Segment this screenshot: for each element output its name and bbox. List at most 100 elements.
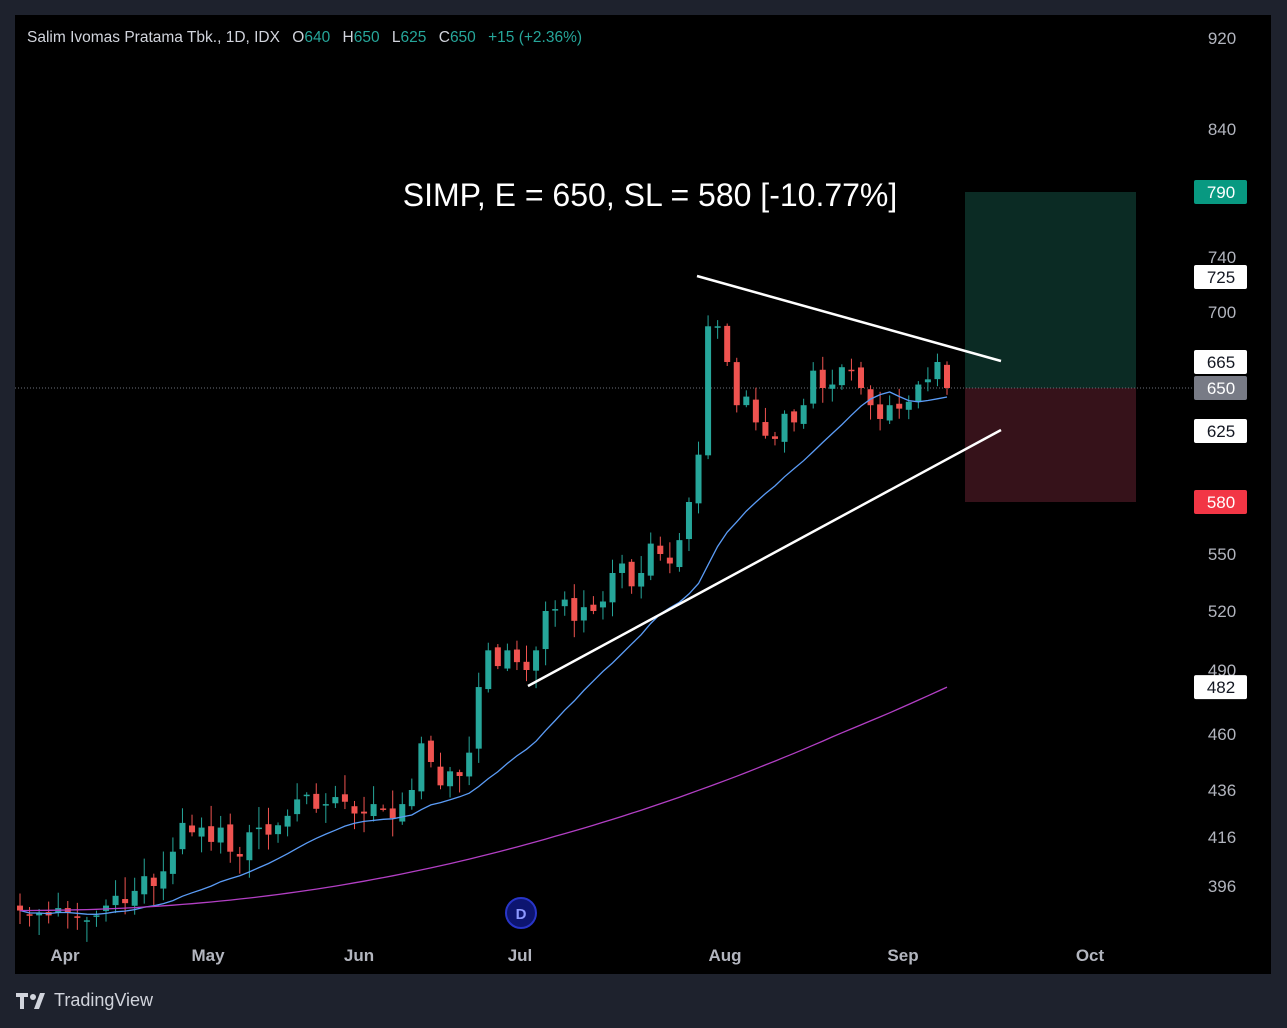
candle-body — [810, 370, 817, 404]
candle-body — [408, 790, 415, 807]
candle-body — [370, 804, 377, 817]
candle-body — [857, 367, 864, 388]
candle-body — [74, 916, 81, 918]
candle-body — [743, 396, 750, 406]
candle-body — [466, 752, 473, 777]
candle-body — [217, 827, 224, 843]
y-tick-label: 550 — [1208, 545, 1236, 564]
candle-body — [456, 772, 463, 776]
candle-body — [533, 650, 540, 671]
candle-body — [198, 827, 205, 837]
candle-body — [934, 362, 941, 380]
trendline-upper[interactable] — [696, 274, 1002, 363]
candle-body — [179, 822, 186, 850]
candle-body — [131, 890, 138, 906]
brand-name: TradingView — [54, 990, 154, 1010]
candle-body — [265, 824, 272, 835]
candle-body — [437, 766, 444, 786]
candle-body — [255, 827, 262, 830]
candle-body — [418, 743, 425, 792]
candle-body — [609, 573, 616, 603]
candle-body — [877, 404, 884, 419]
candle-body — [112, 895, 119, 906]
candle-body — [427, 740, 434, 762]
candle-body — [599, 601, 606, 608]
candle-body — [944, 364, 950, 388]
y-badge — [1194, 265, 1247, 289]
candle-body — [685, 502, 692, 540]
y-badge-label: 790 — [1207, 183, 1235, 202]
chart-frame[interactable]: SIMP, E = 650, SL = 580 [-10.77%] D 920 840… — [15, 15, 1271, 974]
candle-body — [303, 794, 310, 797]
candle-body — [36, 912, 43, 916]
candle-body — [829, 384, 836, 389]
candle-body — [924, 379, 931, 383]
x-tick-label: Sep — [887, 946, 918, 965]
candle-body — [399, 804, 406, 822]
symbol-legend: Salim Ivomas Pratama Tbk., 1D, IDX O640 … — [27, 29, 582, 47]
close-value: 650 — [449, 29, 476, 46]
candle-body — [284, 815, 291, 827]
candle-body — [513, 649, 520, 663]
open-label: O — [292, 29, 305, 46]
y-badge — [1194, 419, 1247, 443]
candle-body — [848, 369, 855, 372]
candle-body — [733, 362, 740, 406]
x-tick-label: Jun — [344, 946, 374, 965]
candle-body — [905, 401, 912, 410]
candle-body — [657, 545, 664, 554]
candle-body — [485, 650, 492, 690]
y-badge — [1194, 490, 1247, 514]
y-badge-label: 725 — [1207, 268, 1235, 287]
candle-body — [580, 607, 587, 621]
trendline-lower[interactable] — [527, 428, 1002, 688]
y-tick-label: 436 — [1208, 781, 1236, 800]
candle-body — [17, 905, 23, 911]
high-label: H — [342, 29, 354, 46]
candle-body — [695, 454, 702, 504]
candle-body — [523, 661, 530, 670]
stop-loss-zone — [965, 388, 1136, 502]
tradingview-brand[interactable]: TradingView — [16, 990, 153, 1011]
candle-body — [361, 811, 368, 814]
x-tick-label: Apr — [50, 946, 80, 965]
candle-body — [619, 563, 626, 573]
symbol-title: Salim Ivomas Pratama Tbk., 1D, IDX — [27, 29, 280, 46]
candle-body — [705, 326, 712, 456]
candle-body — [561, 599, 568, 607]
candle-body — [275, 825, 282, 835]
dividend-marker[interactable] — [505, 897, 537, 929]
price-chart[interactable]: SIMP, E = 650, SL = 580 [-10.77%] D 920 840… — [15, 15, 1271, 974]
candle-body — [236, 854, 243, 857]
candle-body — [160, 871, 167, 889]
x-tick-label: May — [191, 946, 225, 965]
candle-body — [380, 808, 387, 810]
candle-body — [638, 573, 645, 587]
candle-body — [389, 808, 396, 819]
low-value: 625 — [400, 29, 427, 46]
candle-body — [819, 369, 826, 388]
candle-body — [475, 687, 482, 749]
candle-body — [141, 876, 148, 895]
candle-body — [542, 611, 549, 650]
candle-body — [227, 824, 234, 852]
y-tick-label: 700 — [1208, 303, 1236, 322]
candle-body — [571, 598, 578, 621]
tradingview-logo-icon — [16, 992, 45, 1009]
candle-body — [781, 413, 788, 442]
candle-body — [752, 399, 759, 423]
candle-body — [504, 650, 511, 669]
trade-annotation: SIMP, E = 650, SL = 580 [-10.77%] — [403, 177, 898, 213]
y-badge — [1194, 180, 1247, 204]
target-zone — [965, 192, 1136, 388]
dividend-marker-label: D — [516, 906, 527, 923]
candle-body — [666, 557, 673, 564]
change-value: +15 (+2.36%) — [488, 29, 583, 46]
candle-body — [714, 326, 721, 328]
y-tick-label: 460 — [1208, 725, 1236, 744]
candle-body — [896, 403, 903, 409]
close-label: C — [438, 29, 450, 46]
candle-body — [150, 877, 157, 886]
candle-body — [294, 799, 301, 815]
x-tick-label: Jul — [508, 946, 533, 965]
